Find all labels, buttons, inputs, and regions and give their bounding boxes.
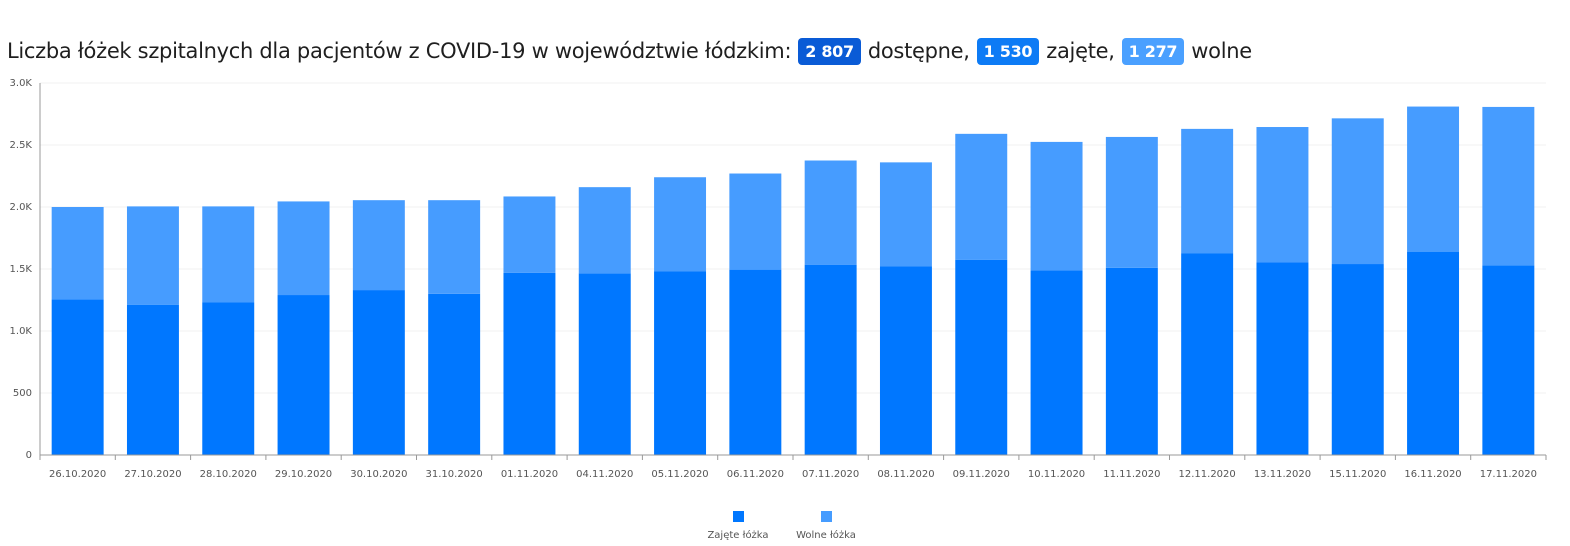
- bar-occupied: [1482, 265, 1535, 455]
- bar-occupied: [428, 293, 481, 455]
- x-tick-label: 13.11.2020: [1254, 469, 1311, 480]
- x-tick-label: 17.11.2020: [1480, 469, 1537, 480]
- bar-occupied: [1407, 251, 1460, 455]
- x-tick-label: 01.11.2020: [501, 469, 558, 480]
- x-tick-label: 11.11.2020: [1103, 469, 1160, 480]
- bar-occupied: [729, 269, 782, 455]
- bar-free: [277, 201, 330, 296]
- legend-swatch-free: [820, 511, 832, 522]
- chart-title: Liczba łóżek szpitalnych dla pacjentów z…: [7, 33, 1252, 69]
- bar-occupied: [1030, 270, 1083, 455]
- bar-occupied: [1181, 253, 1234, 455]
- y-tick-label: 500: [13, 388, 32, 399]
- bar-free: [804, 160, 857, 265]
- bar-occupied: [955, 259, 1008, 455]
- x-tick-label: 10.11.2020: [1028, 469, 1085, 480]
- bar-free: [1105, 136, 1158, 268]
- y-tick-label: 1.0K: [10, 326, 33, 337]
- x-tick-label: 26.10.2020: [49, 469, 106, 480]
- total-beds-badge: 2 807: [798, 37, 861, 65]
- legend-swatch-occupied: [732, 511, 744, 522]
- y-tick-label: 3.0K: [10, 78, 33, 89]
- x-tick-label: 09.11.2020: [953, 469, 1010, 480]
- x-tick-label: 28.10.2020: [200, 469, 257, 480]
- bar-occupied: [503, 272, 556, 455]
- y-tick-label: 1.5K: [10, 264, 33, 275]
- bar-free: [654, 177, 707, 272]
- x-tick-label: 29.10.2020: [275, 469, 332, 480]
- bar-occupied: [804, 264, 857, 455]
- free-beds-label: wolne: [1191, 39, 1252, 63]
- legend-label-occupied: Zajęte łóżka: [707, 530, 769, 541]
- x-tick-label: 04.11.2020: [576, 469, 633, 480]
- bar-free: [126, 206, 179, 305]
- legend-label-free: Wolne łóżka: [796, 530, 856, 541]
- bar-free: [1181, 128, 1234, 254]
- bar-free: [1030, 141, 1083, 271]
- x-tick-label: 30.10.2020: [350, 469, 407, 480]
- bar-free: [503, 196, 556, 273]
- bar-free: [1482, 106, 1535, 266]
- bar-occupied: [1105, 267, 1158, 455]
- x-tick-label: 12.11.2020: [1179, 469, 1236, 480]
- bar-occupied: [352, 290, 405, 455]
- x-tick-label: 06.11.2020: [727, 469, 784, 480]
- bar-free: [578, 187, 631, 274]
- bar-free: [51, 207, 104, 300]
- x-tick-label: 05.11.2020: [651, 469, 708, 480]
- bar-free: [1256, 127, 1309, 263]
- y-tick-label: 2.5K: [10, 140, 33, 151]
- chart-legend: Zajęte łóżka Wolne łóżka: [0, 506, 1570, 546]
- bar-free: [428, 200, 481, 294]
- bar-free: [729, 173, 782, 270]
- bar-free: [955, 133, 1008, 260]
- occupied-beds-label: zajęte,: [1046, 39, 1115, 63]
- bar-occupied: [1256, 262, 1309, 455]
- y-tick-label: 0: [26, 450, 32, 461]
- x-tick-label: 08.11.2020: [877, 469, 934, 480]
- bar-occupied: [879, 266, 932, 455]
- bar-free: [352, 200, 405, 291]
- stacked-bar-chart: 0 500 1.0K 1.5K 2.0K 2.5K 3.0K 26.10.2020 27.10.…: [10, 78, 1547, 480]
- legend-item-free[interactable]: Wolne łóżka: [788, 506, 864, 541]
- title-text: Liczba łóżek szpitalnych dla pacjentów z…: [7, 39, 792, 63]
- x-tick-label: 31.10.2020: [426, 469, 483, 480]
- bar-occupied: [202, 302, 255, 455]
- x-tick-label: 15.11.2020: [1329, 469, 1386, 480]
- bar-occupied: [277, 295, 330, 455]
- x-tick-label: 16.11.2020: [1404, 469, 1461, 480]
- bar-free: [202, 206, 255, 303]
- bar-occupied: [126, 304, 179, 455]
- bar-occupied: [578, 273, 631, 455]
- total-beds-label: dostępne,: [867, 39, 970, 63]
- bar-occupied: [654, 271, 707, 455]
- bar-free: [1331, 118, 1384, 265]
- free-beds-badge: 1 277: [1121, 37, 1185, 65]
- bar-free: [879, 162, 932, 267]
- y-tick-label: 2.0K: [10, 202, 33, 213]
- x-tick-label: 07.11.2020: [802, 469, 859, 480]
- bar-free: [1407, 106, 1460, 252]
- bar-occupied: [51, 299, 104, 455]
- occupied-beds-badge: 1 530: [976, 37, 1040, 65]
- legend-item-occupied[interactable]: Zajęte łóżka: [702, 506, 774, 541]
- bar-occupied: [1331, 264, 1384, 455]
- x-tick-label: 27.10.2020: [124, 469, 181, 480]
